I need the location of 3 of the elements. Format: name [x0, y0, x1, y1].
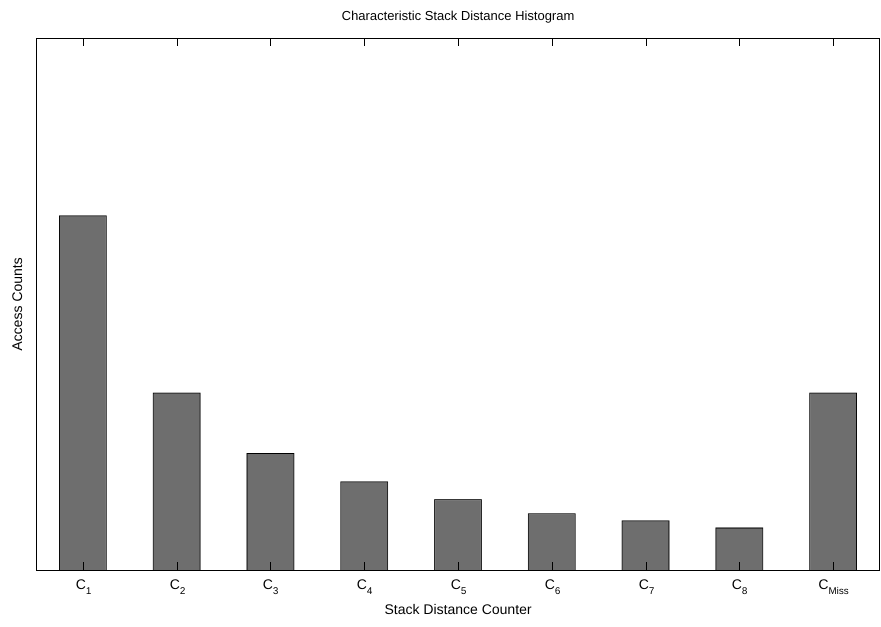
x-axis-title: Stack Distance Counter	[384, 601, 532, 617]
chart-title: Characteristic Stack Distance Histogram	[342, 8, 574, 23]
y-axis-title: Access Counts	[9, 257, 25, 351]
